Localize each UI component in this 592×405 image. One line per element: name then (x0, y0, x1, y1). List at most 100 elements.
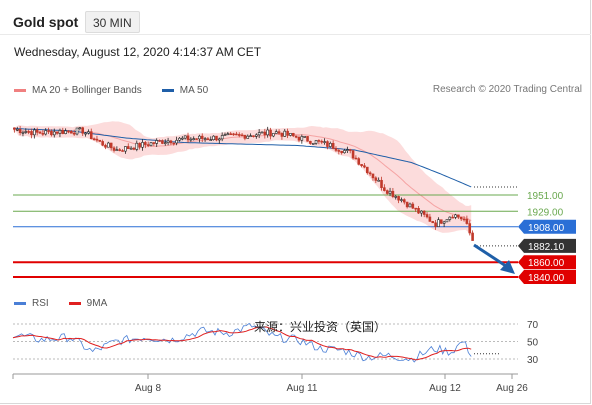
candle-body-40 (126, 146, 130, 150)
candle-body-146 (428, 216, 432, 222)
candle-body-82 (246, 135, 250, 139)
ma9-legend-swatch (68, 302, 81, 305)
candle-body-138 (405, 201, 409, 208)
candle-body-65 (198, 135, 201, 140)
candle-body-89 (266, 129, 269, 136)
candle-body-131 (385, 190, 389, 194)
candle-body-104 (309, 140, 312, 144)
candle-body-13 (50, 130, 53, 136)
candle-body-130 (383, 187, 386, 191)
candle-body-161 (471, 232, 474, 241)
candle-body-15 (55, 131, 59, 134)
candle-body-6 (30, 131, 33, 136)
candle-body-103 (306, 136, 309, 142)
candle-body-32 (104, 144, 107, 148)
candle-body-154 (451, 216, 454, 219)
candle-body-46 (144, 142, 147, 145)
price-tag-text-1908.00: 1908.00 (528, 223, 565, 234)
candle-body-68 (206, 138, 210, 140)
candle-body-11 (44, 130, 48, 135)
candle-body-101 (300, 136, 304, 141)
candle-body-38 (121, 150, 124, 152)
candle-body-62 (189, 138, 193, 141)
candle-body-79 (237, 134, 241, 136)
candle-body-0 (13, 127, 16, 130)
candle-body-24 (81, 127, 85, 134)
candle-body-10 (41, 133, 45, 135)
candle-body-110 (326, 141, 329, 147)
main-legend: MA 20 + Bollinger Bands MA 50 (14, 85, 208, 96)
candle-body-49 (152, 142, 156, 144)
interval-button[interactable]: 30 MIN (85, 11, 140, 33)
candle-body-71 (215, 135, 218, 141)
rsi-legend-label: RSI (32, 298, 49, 309)
candle-body-43 (135, 142, 139, 150)
candle-body-12 (47, 130, 50, 132)
candle-body-73 (220, 135, 224, 140)
candle-body-66 (200, 135, 204, 139)
candle-body-81 (243, 134, 247, 139)
candle-body-61 (186, 135, 190, 141)
candle-body-91 (272, 133, 275, 137)
candle-body-55 (169, 140, 173, 144)
candle-body-109 (323, 141, 326, 143)
candle-body-63 (192, 138, 196, 140)
candle-body-114 (337, 150, 341, 152)
candle-body-115 (340, 150, 343, 154)
price-tag-text-1860.00: 1860.00 (528, 258, 565, 269)
candle-body-121 (357, 158, 361, 165)
candle-body-111 (328, 143, 332, 147)
candle-body-7 (33, 129, 36, 136)
candle-body-78 (235, 133, 238, 136)
candle-body-158 (462, 218, 466, 221)
price-tag-1882.10 (518, 238, 576, 253)
candle-body-100 (297, 137, 301, 141)
candle-body-50 (155, 140, 159, 144)
candle-body-150 (439, 219, 443, 224)
candle-body-134 (394, 196, 398, 198)
candle-body-112 (331, 143, 335, 149)
top-bar: Gold spot 30 MIN (0, 0, 592, 42)
candle-body-159 (465, 218, 469, 224)
candle-body-117 (346, 149, 349, 151)
candle-body-85 (255, 134, 258, 137)
candle-body-53 (163, 142, 167, 144)
candle-body-99 (294, 135, 298, 138)
candle-body-90 (269, 129, 272, 137)
ma20-legend-swatch (14, 89, 26, 92)
candle-body-96 (286, 130, 289, 136)
candle-body-52 (161, 140, 164, 144)
candle-body-141 (414, 207, 417, 210)
candle-body-56 (172, 142, 176, 145)
candle-body-64 (195, 138, 198, 140)
candle-body-47 (146, 144, 150, 146)
candle-body-36 (115, 149, 119, 151)
price-label-1929.00: 1929.00 (527, 207, 564, 218)
candle-body-125 (368, 172, 372, 175)
candle-body-119 (351, 150, 355, 159)
candle-body-39 (124, 146, 127, 152)
candle-body-30 (98, 139, 102, 142)
candle-body-105 (311, 143, 315, 145)
candle-body-92 (274, 131, 278, 134)
rsi-tick-50: 50 (527, 338, 539, 349)
candle-body-97 (289, 133, 292, 136)
candle-body-3 (21, 132, 25, 134)
credit-text: Research © 2020 Trading Central (432, 84, 582, 95)
rsi-legend-swatch (14, 302, 26, 305)
candle-body-113 (334, 148, 338, 151)
candle-body-42 (132, 147, 136, 150)
candle-body-143 (420, 210, 423, 214)
ma20-legend-label: MA 20 + Bollinger Bands (32, 85, 142, 96)
forecast-arrow-shaft (473, 243, 510, 270)
candle-body-72 (218, 138, 221, 141)
price-tag-text-1882.10: 1882.10 (528, 242, 565, 253)
ma50-legend-swatch (161, 89, 174, 92)
candle-body-57 (175, 139, 178, 144)
candle-body-142 (417, 208, 420, 214)
candle-body-149 (437, 219, 440, 227)
candle-body-25 (84, 132, 87, 135)
candle-body-35 (112, 147, 116, 151)
